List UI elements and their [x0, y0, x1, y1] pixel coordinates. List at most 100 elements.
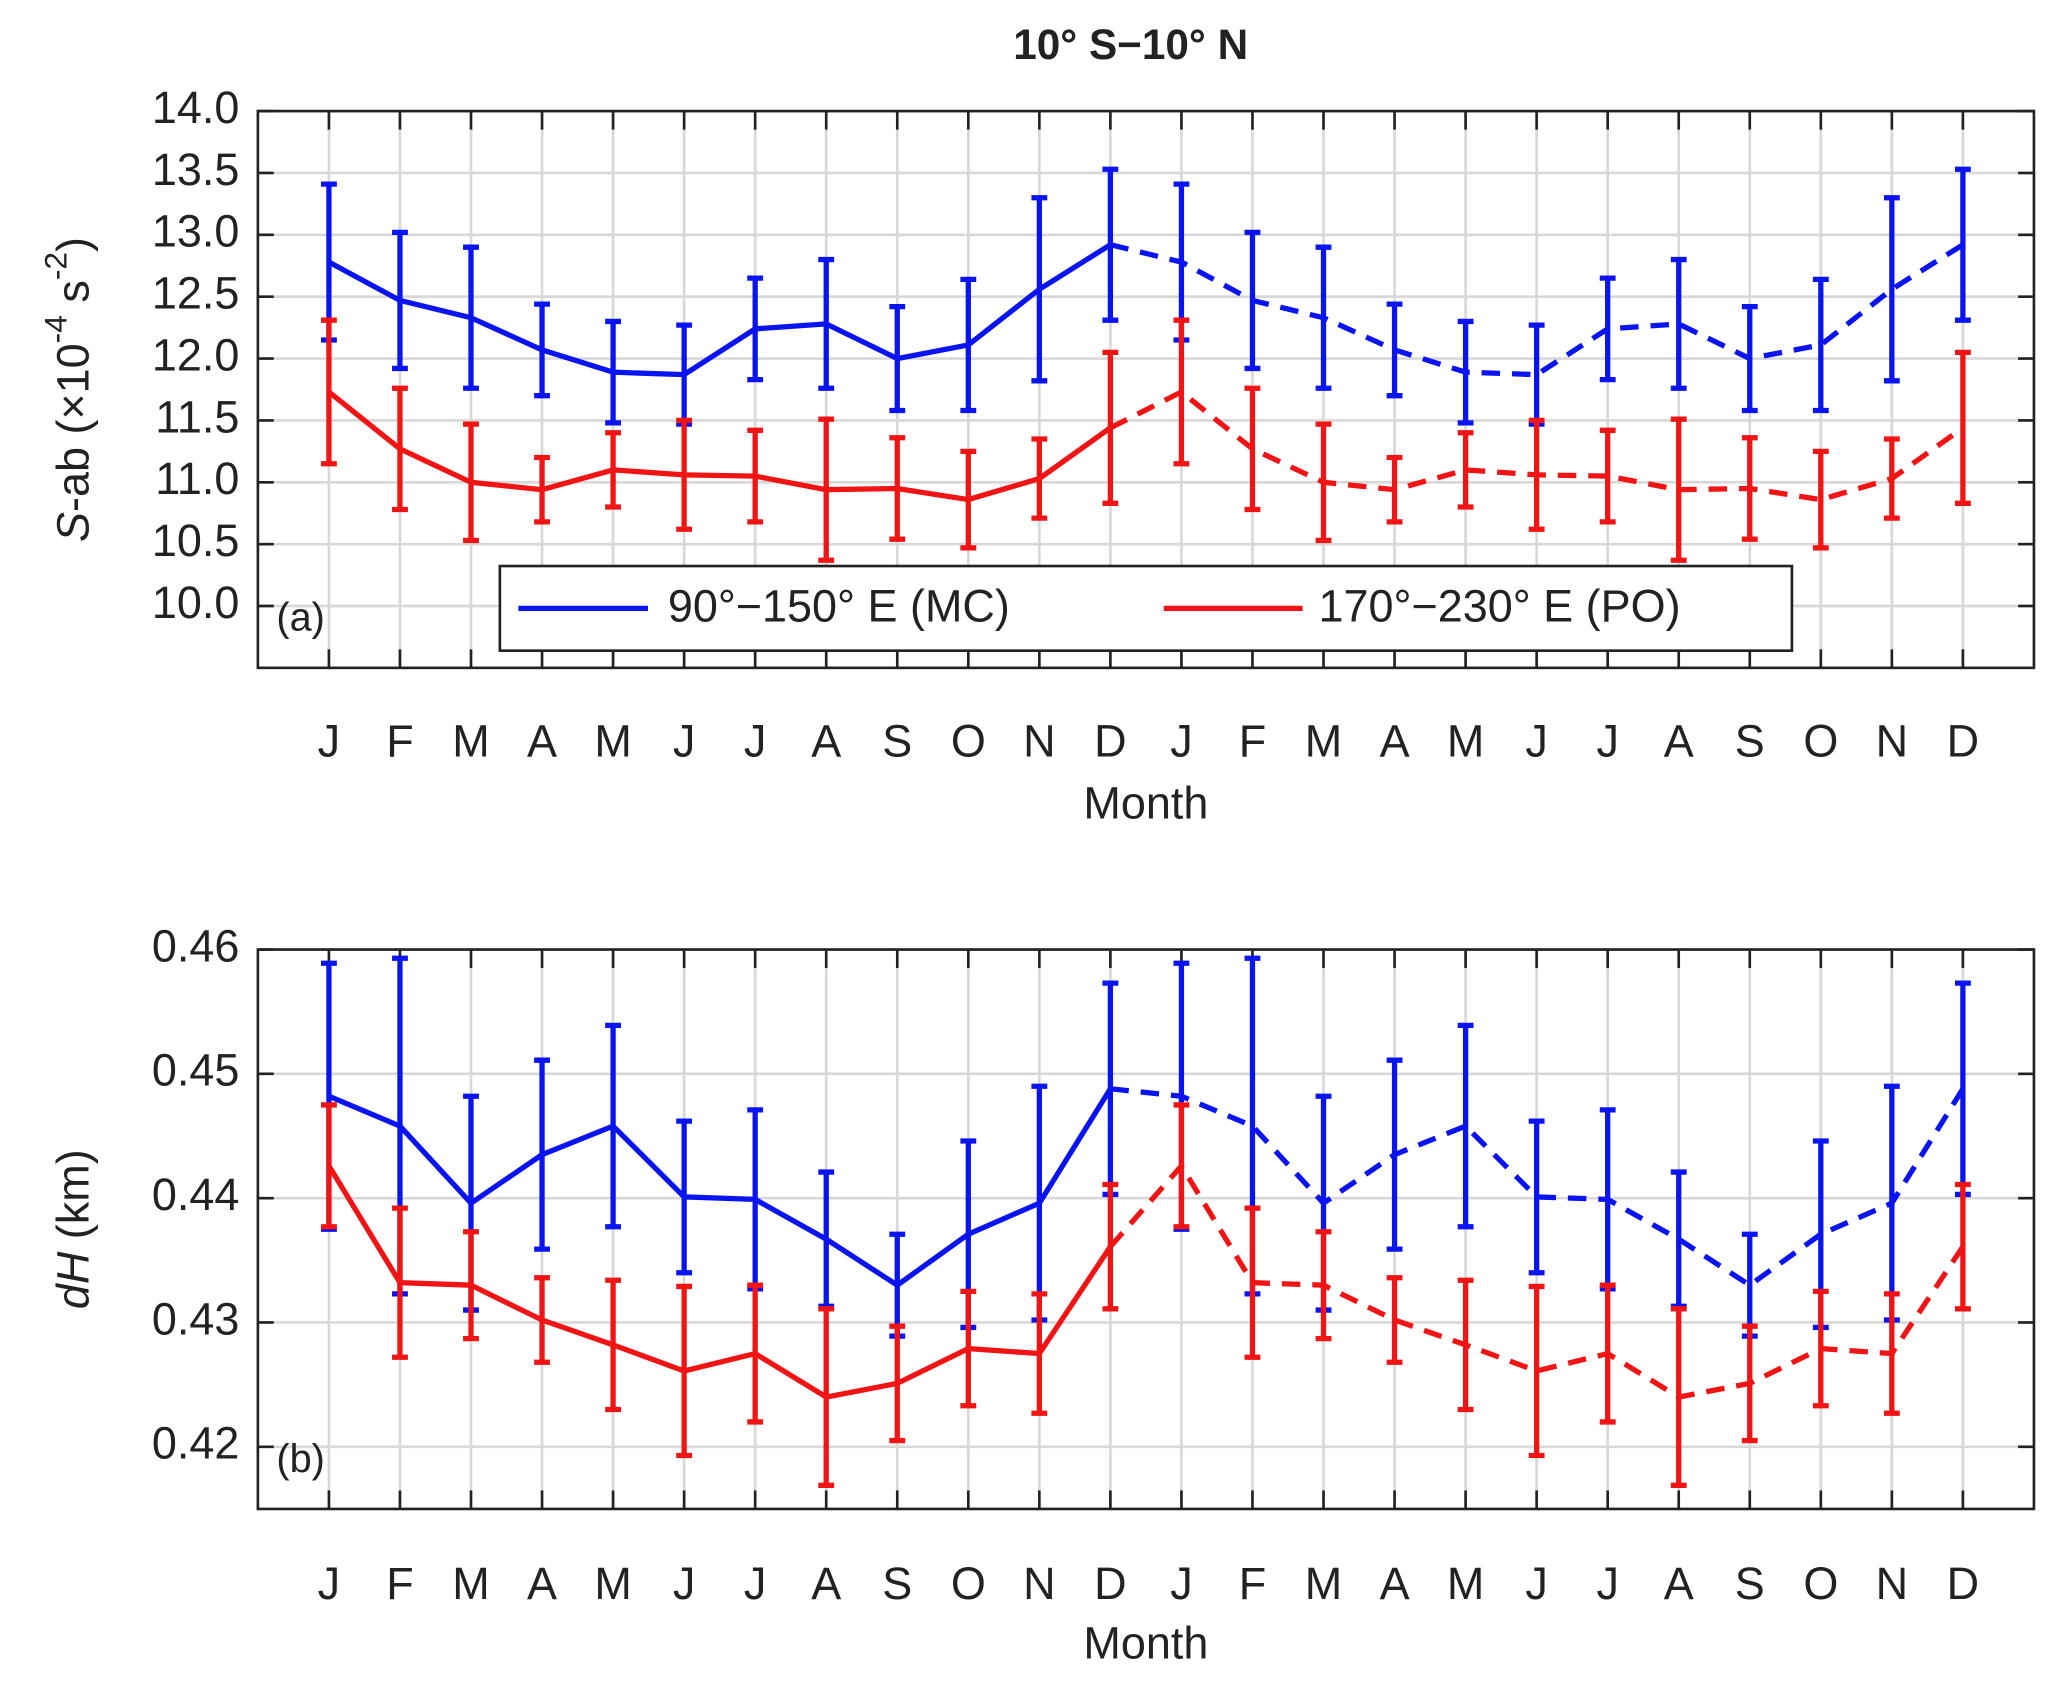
x-tick-label: S	[882, 1558, 912, 1609]
series-line	[327, 242, 1112, 378]
error-bar	[1812, 448, 1829, 551]
x-tick-label: M	[1447, 715, 1484, 766]
y-tick-label: 12.5	[152, 268, 240, 319]
error-bar	[1954, 980, 1971, 1198]
x-tick-label: M	[1305, 715, 1342, 766]
panel-label: (b)	[276, 1437, 324, 1481]
x-tick-label: M	[1447, 1558, 1484, 1609]
figure-title: 10° S−10° N	[1013, 21, 1248, 68]
y-axis-label-part: -2	[38, 252, 74, 280]
legend-label: 90°−150° E (MC)	[668, 581, 1010, 632]
x-tick-label: D	[1947, 1558, 1979, 1609]
y-tick-label: 12.0	[152, 329, 240, 380]
y-tick-label: 13.0	[152, 206, 240, 257]
error-bar	[1954, 349, 1971, 506]
y-axis-label: S-ab (×10-4 s-2)	[38, 237, 99, 542]
y-tick-label: 11.0	[155, 453, 239, 504]
x-tick-label: A	[811, 715, 841, 766]
error-bar	[320, 317, 337, 467]
series-line	[327, 1087, 1113, 1289]
y-axis-label-part: -ab (×10	[48, 343, 99, 512]
error-bar	[1528, 322, 1545, 427]
x-tick-label: J	[1170, 1558, 1192, 1609]
x-tick-label: A	[1380, 1558, 1410, 1609]
x-tick-label: A	[527, 715, 557, 766]
y-axis-label-part: dH	[48, 1251, 99, 1309]
y-tick-label: 0.46	[152, 920, 240, 971]
y-axis-label-part: )	[48, 237, 99, 252]
series-line	[1108, 1161, 1966, 1400]
error-bar	[1173, 317, 1190, 467]
error-bar	[1954, 166, 1971, 323]
error-bar	[1528, 1118, 1545, 1276]
y-tick-label: 0.42	[152, 1418, 240, 1469]
x-tick-label: A	[1380, 715, 1410, 766]
x-tick-label: O	[1803, 715, 1838, 766]
x-tick-label: J	[744, 1558, 766, 1609]
y-axis-label-part: s	[48, 280, 99, 315]
x-tick-label: M	[452, 1558, 489, 1609]
x-tick-label: A	[1664, 1558, 1694, 1609]
series-line	[1109, 242, 1965, 378]
error-bar	[1741, 1231, 1758, 1339]
x-tick-label: M	[594, 715, 631, 766]
error-bar	[1954, 1181, 1971, 1312]
x-tick-label: N	[1876, 715, 1908, 766]
x-tick-label: M	[1305, 1558, 1342, 1609]
x-tick-label: J	[1525, 715, 1547, 766]
y-tick-label: 0.45	[152, 1045, 240, 1096]
y-tick-label: 0.43	[152, 1293, 240, 1344]
series-line	[1109, 388, 1965, 503]
x-tick-label: J	[1525, 1558, 1547, 1609]
x-tick-label: F	[1239, 1558, 1266, 1609]
x-tick-label: J	[673, 715, 695, 766]
error-bar	[1812, 276, 1829, 414]
error-bar	[1457, 1022, 1474, 1230]
y-axis-label: dH (km)	[48, 1149, 99, 1309]
x-tick-label: J	[673, 1558, 695, 1609]
x-tick-label: J	[744, 715, 766, 766]
series-line	[327, 389, 1112, 503]
x-tick-label: D	[1947, 715, 1979, 766]
x-tick-label: J	[1170, 715, 1192, 766]
plot-frame	[256, 948, 2036, 1511]
y-tick-label: 14.0	[152, 82, 240, 133]
y-axis-label-part: S	[48, 512, 99, 542]
y-tick-label: 11.5	[155, 391, 239, 442]
legend-label: 170°−230° E (PO)	[1318, 581, 1680, 632]
x-tick-label: D	[1094, 715, 1126, 766]
y-axis-label-part: -4	[38, 315, 74, 343]
error-bar	[1457, 430, 1474, 510]
x-tick-label: N	[1023, 715, 1055, 766]
y-tick-label: 13.5	[152, 144, 240, 195]
x-tick-label: A	[1664, 715, 1694, 766]
error-bar	[1670, 1169, 1687, 1309]
panel-label: (a)	[276, 596, 324, 640]
x-axis-label: Month	[1083, 1617, 1208, 1668]
y-tick-label: 10.5	[152, 515, 240, 566]
x-axis-label: Month	[1083, 778, 1208, 829]
x-tick-label: J	[1596, 715, 1618, 766]
plot-frame	[256, 109, 2036, 670]
x-tick-label: J	[318, 1558, 340, 1609]
x-tick-label: S	[1735, 715, 1765, 766]
y-tick-label: 0.44	[152, 1169, 240, 1220]
y-axis-label-part: (km)	[48, 1149, 99, 1251]
x-tick-label: M	[452, 715, 489, 766]
x-tick-label: D	[1094, 1558, 1126, 1609]
x-tick-label: O	[1803, 1558, 1838, 1609]
x-tick-label: A	[811, 1558, 841, 1609]
x-tick-label: M	[594, 1558, 631, 1609]
x-tick-label: S	[882, 715, 912, 766]
x-tick-label: N	[1876, 1558, 1908, 1609]
x-tick-label: J	[318, 715, 340, 766]
error-bar	[1386, 1275, 1403, 1365]
y-tick-label: 10.0	[152, 577, 240, 628]
error-bar	[1599, 427, 1616, 525]
x-tick-label: J	[1596, 1558, 1618, 1609]
error-bar	[1670, 256, 1687, 391]
x-tick-label: F	[1239, 715, 1266, 766]
legend-box	[498, 564, 1794, 652]
x-tick-label: F	[386, 1558, 413, 1609]
